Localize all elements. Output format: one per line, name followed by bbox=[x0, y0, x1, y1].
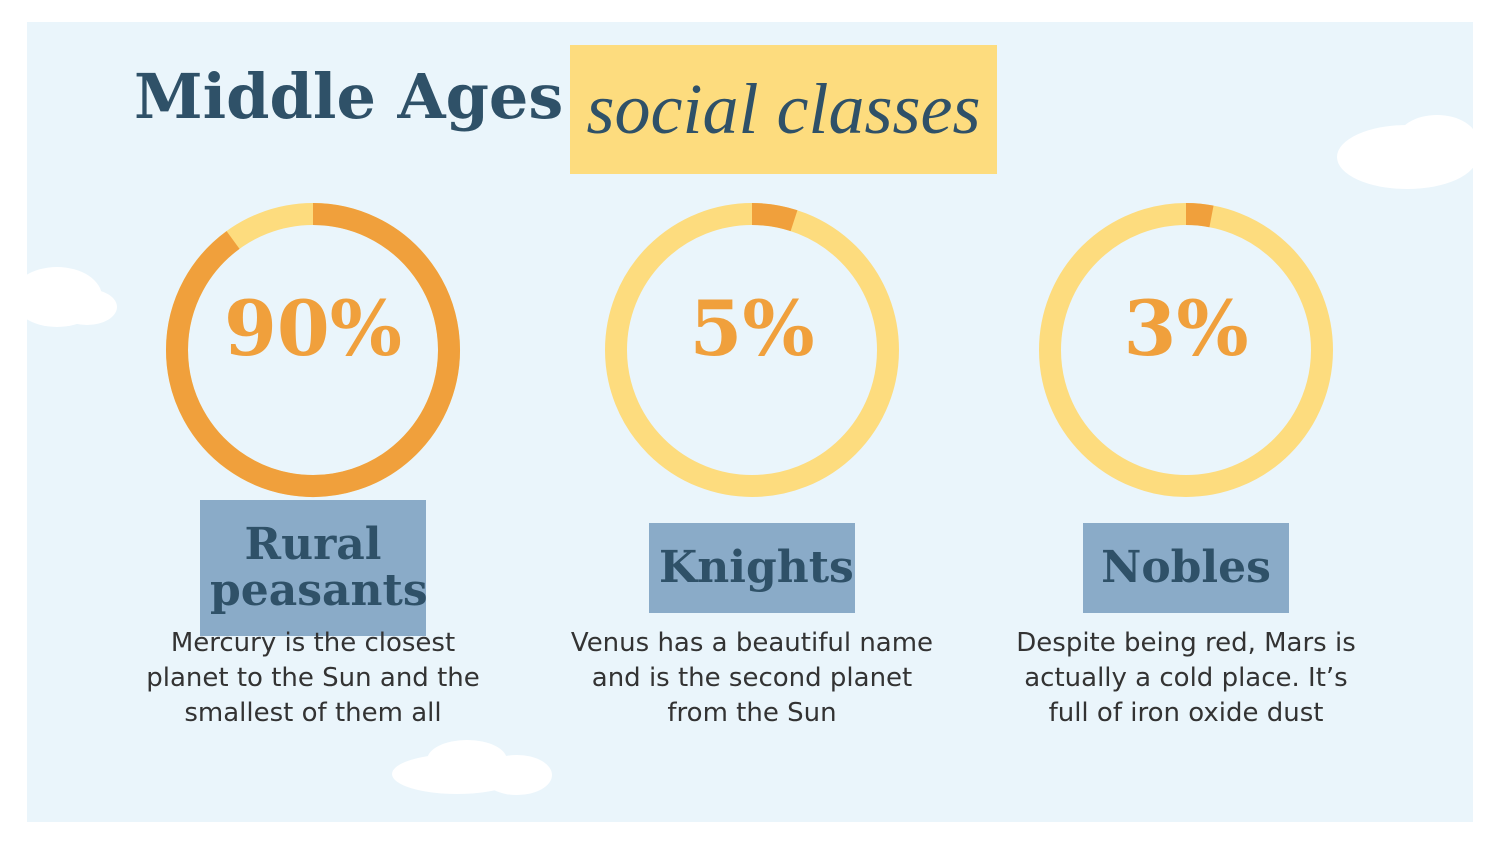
title-highlight: social classes bbox=[570, 45, 997, 174]
description: Venus has a beautiful name and is the se… bbox=[570, 628, 934, 728]
title: Middle Ages bbox=[134, 60, 564, 133]
category-label: Rural peasants bbox=[200, 500, 428, 636]
value-label: 5% bbox=[689, 284, 815, 373]
donut-arc bbox=[166, 203, 460, 497]
value-label: 3% bbox=[1123, 284, 1249, 373]
category-label: Knights bbox=[649, 523, 855, 613]
donut-arc bbox=[751, 203, 798, 232]
description: Despite being red, Mars is actually a co… bbox=[1016, 628, 1356, 728]
clouds bbox=[27, 115, 1473, 795]
value-label: 90% bbox=[224, 284, 402, 373]
category-label: Nobles bbox=[1083, 523, 1289, 613]
description: Mercury is the closest planet to the Sun… bbox=[146, 628, 480, 728]
donut-arc bbox=[1185, 203, 1214, 228]
